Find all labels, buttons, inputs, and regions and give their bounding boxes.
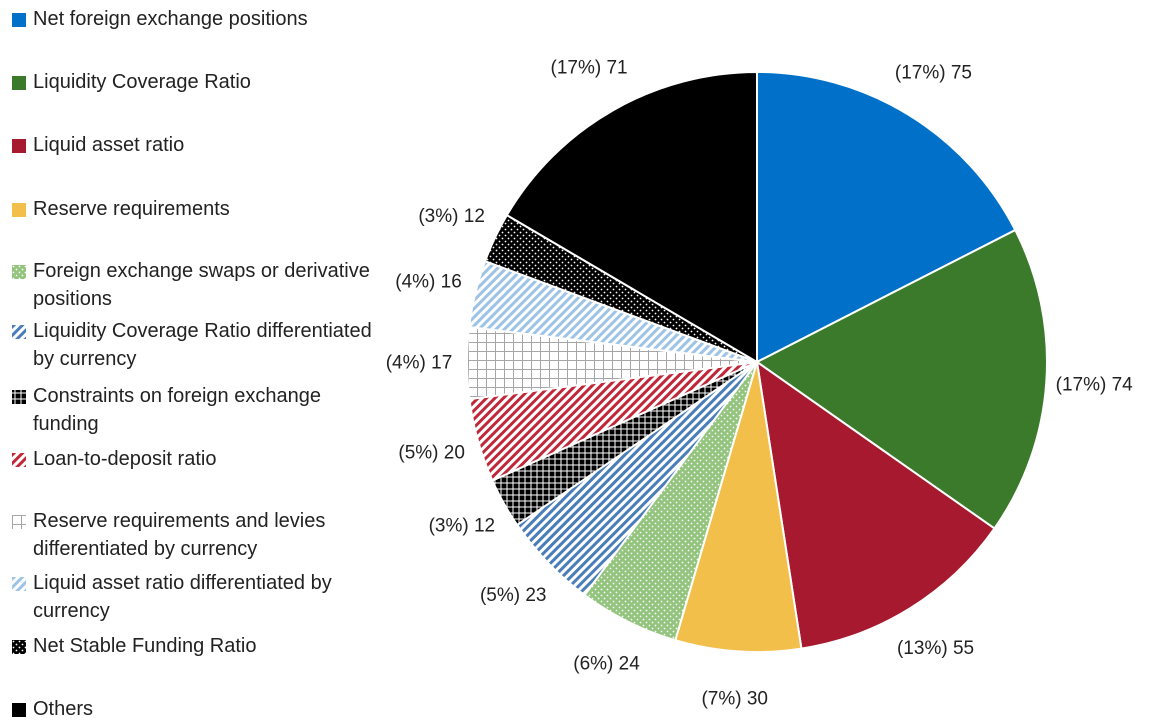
legend-swatch [12, 703, 26, 717]
legend-label: Net Stable Funding Ratio [33, 635, 257, 657]
legend-label: Liquid asset ratio differentiated by cur… [33, 572, 332, 622]
legend-label: Net foreign exchange positions [33, 8, 308, 30]
legend-item: Liquidity Coverage Ratio [12, 68, 372, 96]
legend-item: Liquidity Coverage Ratio differentiated … [12, 317, 372, 373]
legend-swatch [12, 265, 26, 279]
legend-item: Reserve requirements [12, 195, 372, 223]
legend-swatch [12, 577, 26, 591]
legend-swatch [12, 325, 26, 339]
pie-slice [505, 70, 758, 364]
legend-label: Reserve requirements and levies differen… [33, 510, 326, 560]
legend-item: Constraints on foreign exchange funding [12, 382, 372, 438]
legend-label: Liquid asset ratio [33, 134, 185, 156]
data-label: (13%) 55 [897, 638, 974, 659]
legend-item: Liquid asset ratio differentiated by cur… [12, 569, 372, 625]
legend-item: Loan-to-deposit ratio [12, 445, 372, 473]
legend-swatch [12, 515, 26, 529]
data-label: (4%) 16 [395, 271, 462, 292]
legend-label: Foreign exchange swaps or derivative pos… [33, 260, 370, 310]
legend-label: Liquidity Coverage Ratio differentiated … [33, 320, 372, 370]
data-label: (17%) 74 [1056, 375, 1134, 396]
legend-swatch [12, 139, 26, 153]
data-label: (5%) 23 [480, 585, 547, 606]
legend-label: Loan-to-deposit ratio [33, 448, 217, 470]
data-label: (7%) 30 [701, 688, 768, 709]
legend-swatch [12, 640, 26, 654]
legend-item: Others [12, 695, 372, 722]
legend-item: Foreign exchange swaps or derivative pos… [12, 257, 372, 313]
data-label: (3%) 12 [418, 206, 485, 227]
data-label: (3%) 12 [429, 516, 496, 537]
legend-item: Net Stable Funding Ratio [12, 632, 372, 660]
legend-swatch [12, 203, 26, 217]
data-label: (17%) 75 [895, 63, 972, 84]
legend-item: Net foreign exchange positions [12, 5, 372, 33]
legend-item: Reserve requirements and levies differen… [12, 507, 372, 563]
pie-slice [755, 228, 1049, 530]
data-label: (6%) 24 [573, 654, 640, 675]
data-label: (5%) 20 [398, 443, 465, 464]
legend-item: Liquid asset ratio [12, 131, 372, 159]
legend-label: Liquidity Coverage Ratio [33, 71, 251, 93]
data-label: (17%) 71 [551, 58, 628, 79]
pie-slice [755, 359, 996, 650]
legend-label: Reserve requirements [33, 198, 230, 220]
pie-slice [674, 361, 803, 653]
legend-swatch [12, 390, 26, 404]
data-label: (4%) 17 [386, 352, 453, 373]
legend-swatch [12, 13, 26, 27]
legend-label: Constraints on foreign exchange funding [33, 385, 321, 435]
legend-swatch [12, 453, 26, 467]
legend-swatch [12, 76, 26, 90]
pie-slice [756, 70, 1017, 364]
legend-label: Others [33, 698, 94, 720]
